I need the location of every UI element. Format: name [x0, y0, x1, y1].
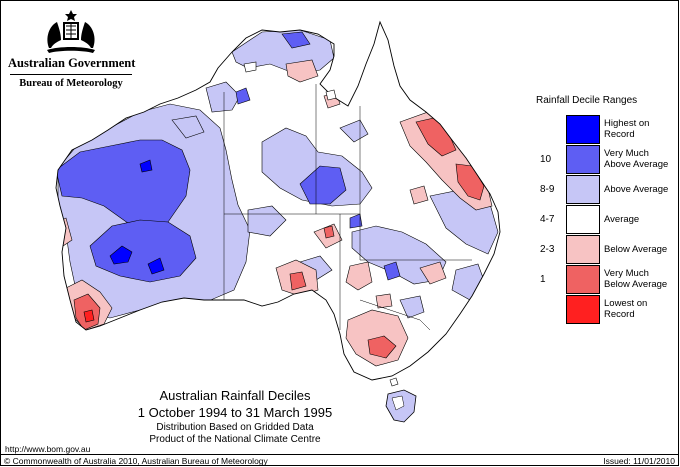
legend-swatch [566, 295, 600, 324]
legend-label-line: Below Average [604, 244, 668, 255]
legend-title: Rainfall Decile Ranges [536, 95, 638, 106]
map-title: Australian Rainfall Deciles [159, 388, 311, 403]
legend-label-line: Record [604, 309, 635, 320]
legend-label: Highest on Record [604, 118, 649, 140]
logo-divider [10, 74, 132, 75]
copyright-notice: © Commonwealth of Australia 2010, Austra… [4, 456, 268, 466]
highest-on-record-region [109, 159, 165, 275]
distribution-note: Distribution Based on Gridded Data [156, 422, 314, 433]
legend-label: Very Much Above Average [604, 148, 668, 170]
legend-range: 8-9 [540, 184, 555, 195]
legend-label-line: Above Average [604, 159, 669, 170]
footer-divider [0, 454, 679, 455]
legend-label-line: Highest on [604, 118, 650, 129]
legend-range: 4-7 [540, 214, 555, 225]
legend-label-line: Lowest on [604, 298, 648, 309]
bom-logo: Australian Government Bureau of Meteorol… [8, 8, 136, 89]
legend-label: Lowest on Record [604, 298, 647, 320]
legend-label-line: Very Much [604, 268, 649, 279]
legend-label: Average [604, 214, 639, 225]
coat-of-arms-icon [47, 10, 95, 53]
bureau-name: Bureau of Meteorology [19, 78, 123, 89]
legend-swatch [566, 265, 600, 294]
islands [243, 61, 399, 387]
government-name: Australian Government [8, 56, 136, 70]
legend-label-line: Very Much [604, 148, 649, 159]
legend-label-line: Record [604, 129, 635, 140]
legend-range: 1 [540, 274, 546, 285]
product-note: Product of the National Climate Centre [149, 434, 321, 445]
legend-swatch [566, 145, 600, 174]
decile-regions [56, 29, 499, 367]
legend-swatch [566, 175, 600, 204]
state-borders [223, 84, 472, 331]
legend-label-line: Below Average [604, 279, 668, 290]
issue-date: Issued: 11/01/2010 [603, 456, 675, 466]
legend-swatch [566, 205, 600, 234]
very-much-above-average-region [56, 31, 401, 283]
legend-label: Very Much Below Average [604, 268, 667, 290]
legend-range: 10 [540, 154, 552, 165]
legend-label-line: Above Average [604, 184, 669, 195]
legend-label-line: Average [604, 214, 640, 225]
website-url[interactable]: http://www.bom.gov.au [5, 444, 91, 454]
legend-range: 2-3 [540, 244, 555, 255]
legend-swatch [566, 235, 600, 264]
lowest-on-record-region [83, 309, 95, 323]
date-range: 1 October 1994 to 31 March 1995 [137, 405, 333, 420]
legend-label: Below Average [604, 244, 667, 255]
legend-label: Above Average [604, 184, 668, 195]
tasmania [385, 389, 417, 423]
legend-swatch [566, 115, 600, 144]
coastline [55, 20, 501, 381]
